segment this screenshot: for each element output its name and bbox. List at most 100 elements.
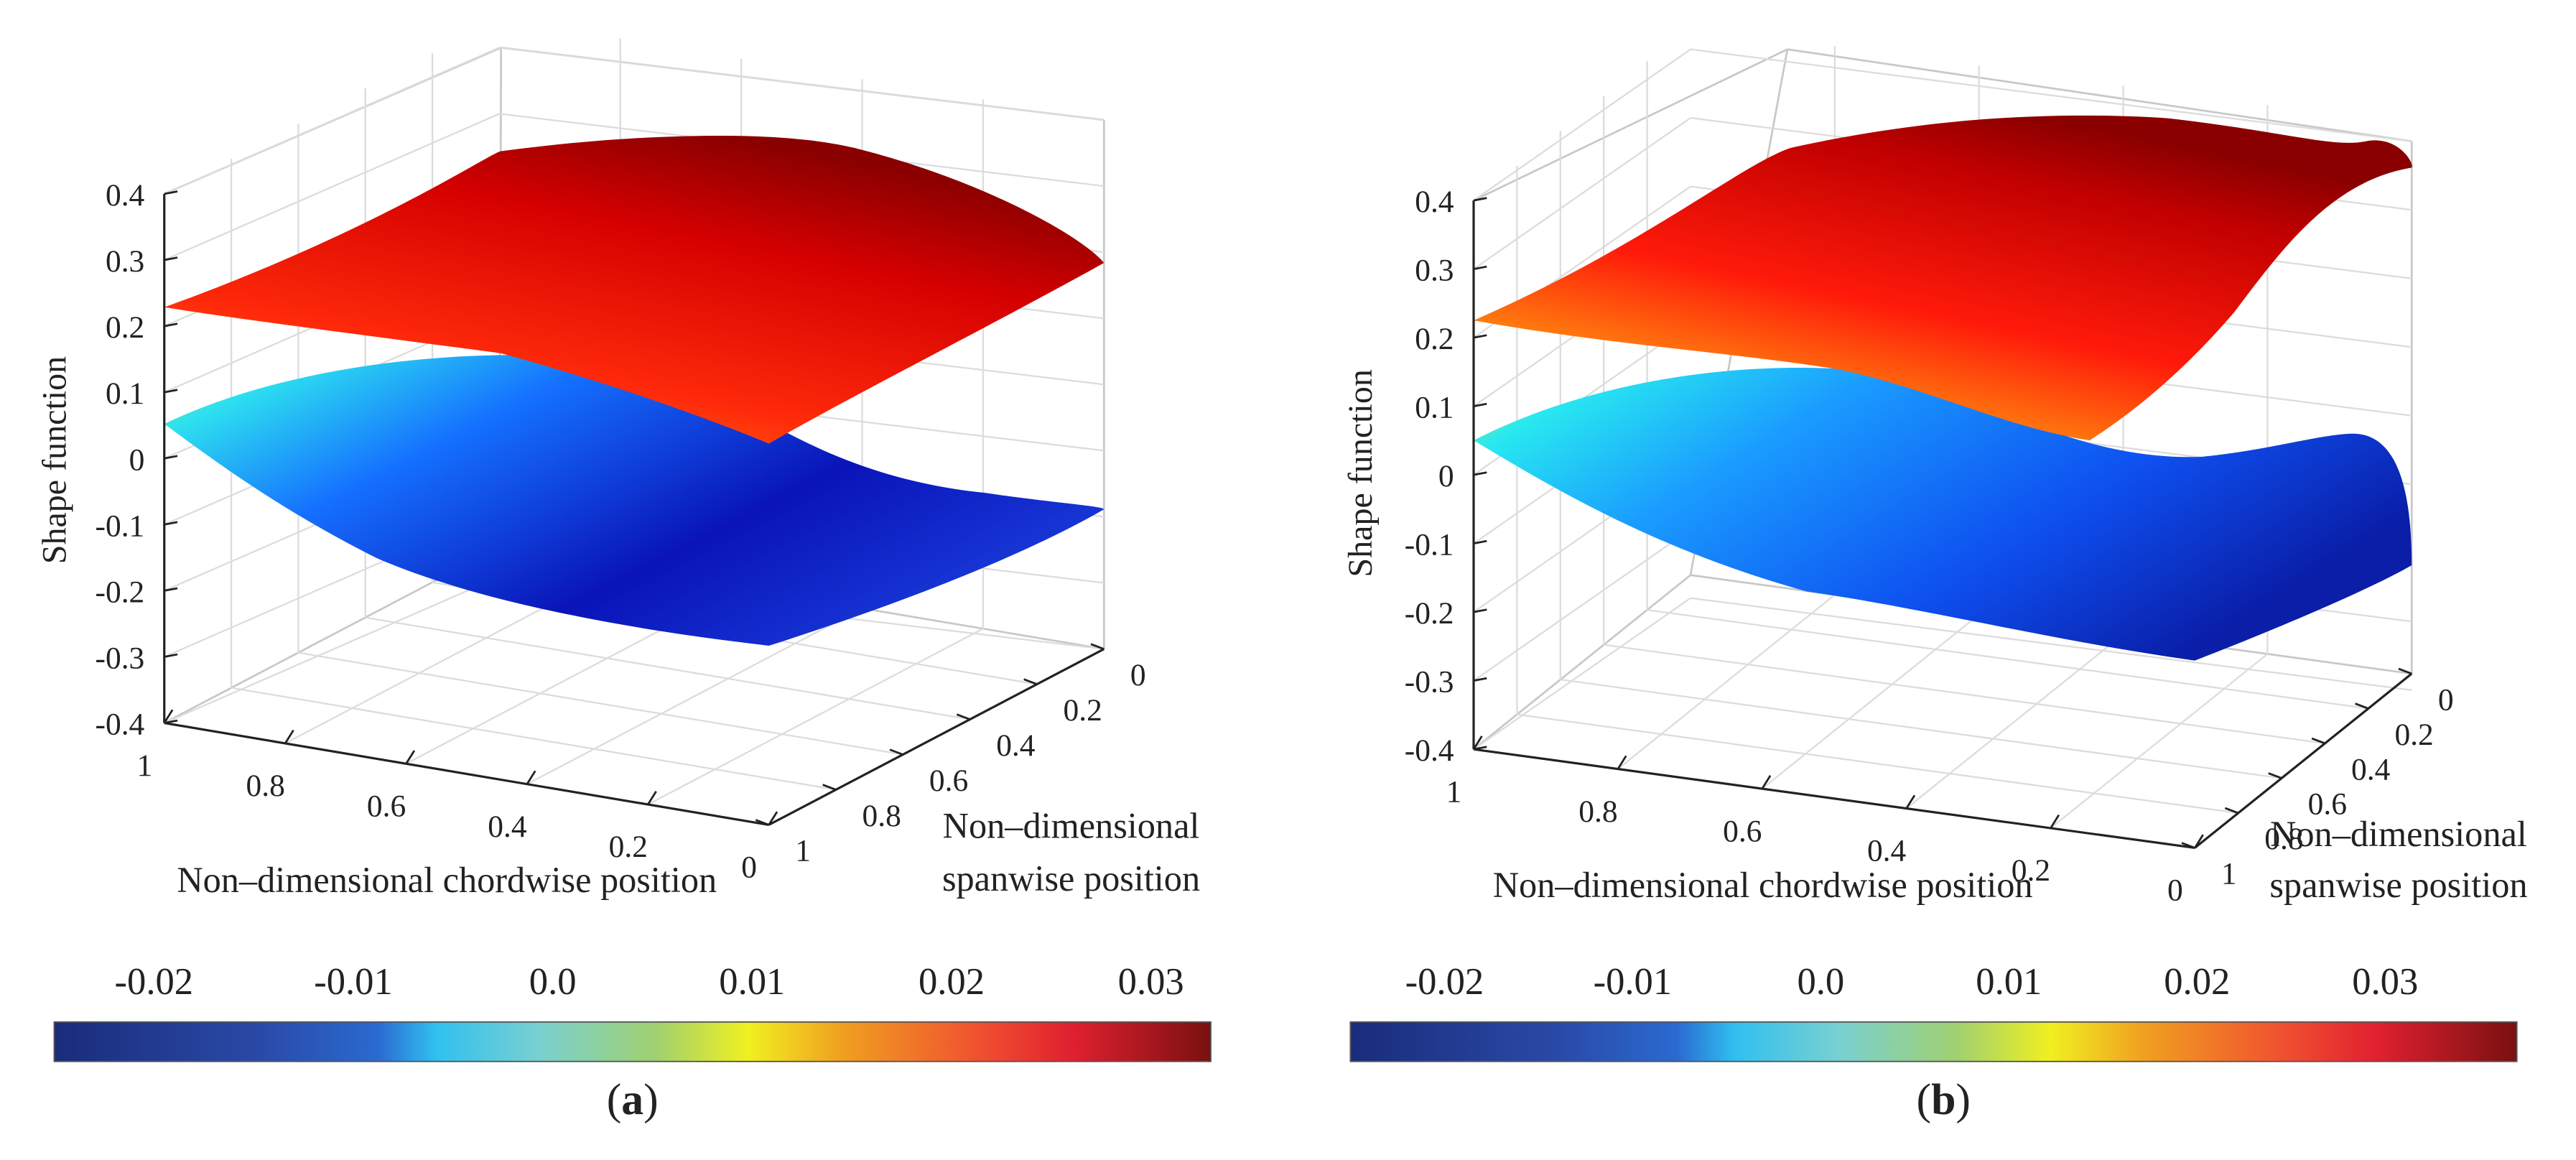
colorbar-tick-label: 0.01 [719, 961, 785, 1003]
x-tick [163, 709, 174, 724]
z-tick-label: 0.4 [1415, 185, 1454, 219]
z-tick-label: 0 [129, 442, 145, 477]
axes: 0.40.30.20.10-0.1-0.2-0.3-0.410.80.60.40… [1405, 185, 2454, 908]
z-tick-label: 0 [1438, 459, 1454, 493]
x-tick [405, 750, 416, 765]
z-tick [1473, 539, 1487, 544]
z-tick-label: -0.4 [96, 707, 145, 742]
y-tick [755, 819, 770, 826]
floor-gridline [298, 651, 903, 756]
z-tick-label: 0.1 [106, 376, 144, 411]
z-tick [164, 521, 178, 526]
x-tick-label: 0.8 [1578, 794, 1617, 829]
z-tick-label: 0.1 [1415, 391, 1454, 425]
z-gridline [164, 575, 500, 724]
floor-gridline [647, 628, 984, 806]
pane-edge [1787, 48, 2412, 143]
floor-gridline [1604, 644, 2325, 745]
y-tick-label: 1 [795, 834, 811, 868]
z-gridline [499, 47, 1105, 121]
panel-label: (b) [1917, 1075, 1971, 1124]
z-tick-label: -0.2 [96, 575, 145, 609]
y-tick-label: 0.4 [996, 728, 1036, 763]
z-tick-label: 0.2 [106, 310, 144, 345]
y-tick [956, 713, 971, 720]
z-tick [164, 323, 178, 328]
z-tick-label: 0.3 [106, 244, 144, 279]
z-gridline [1473, 597, 1691, 751]
panel-label: (a) [607, 1075, 659, 1124]
colorbar: -0.02 -0.01 0.0 0.01 0.02 0.03 [1349, 961, 2518, 1062]
colorbar-tick-label: -0.01 [1594, 961, 1673, 1003]
x-axis-line [164, 721, 769, 826]
colorbar: -0.02 -0.01 0.0 0.01 0.02 0.03 [53, 961, 1212, 1062]
z-tick-label: -0.2 [1405, 596, 1454, 631]
colorbar-tick-label: -0.01 [314, 961, 393, 1003]
floor-gridline [231, 687, 837, 791]
y-tick [889, 748, 903, 756]
y-axis-label: spanwise position [2269, 865, 2527, 905]
y-tick [822, 784, 837, 791]
z-tick [1473, 265, 1487, 270]
y-tick-label: 0.8 [2264, 822, 2303, 856]
x-tick [768, 811, 778, 826]
y-axis-label: Non–dimensional [943, 806, 1200, 846]
y-tick [2268, 772, 2282, 779]
x-tick-label: 1 [136, 748, 152, 783]
colorbar-tick-label: -0.02 [1405, 961, 1484, 1003]
z-tick-label: -0.1 [96, 509, 145, 543]
colorbar-tick-label: 0.01 [1976, 961, 2042, 1003]
floor-gridline [1517, 713, 2238, 815]
y-axis-label: spanwise position [942, 858, 1200, 899]
colorbar-gradient [53, 1021, 1212, 1062]
y-tick-label: 0.2 [2394, 718, 2433, 752]
y-tick-label: 0.2 [1064, 693, 1102, 728]
x-tick-label: 0.4 [1867, 834, 1907, 868]
panel-a: 0.4 0.3 0.2 0.1 0 -0.1 -0.2 -0.3 -0.4 1 0.8 0.6 0.4 0… [36, 38, 1212, 1124]
pane-edge [1473, 48, 1788, 202]
x-axis-line [1473, 748, 2195, 850]
x-tick-label: 0.2 [609, 830, 648, 864]
z-gridline [1473, 117, 1691, 270]
floor-gridline [365, 616, 970, 720]
colorbar-tick-label: 0.0 [529, 961, 577, 1003]
z-tick-label: -0.4 [1405, 733, 1454, 768]
z-tick [1473, 334, 1487, 339]
y-tick-label: 0 [1130, 658, 1146, 692]
surface-lower [164, 355, 1105, 646]
floor-gridline [1560, 679, 2282, 779]
colorbar-tick-label: 0.02 [919, 961, 985, 1003]
z-tick-label: 0.3 [1415, 254, 1454, 288]
colorbar-tick-label: 0.02 [2164, 961, 2230, 1003]
z-axis-label: Shape function [1342, 369, 1380, 577]
x-tick [284, 729, 294, 744]
z-tick [1473, 608, 1487, 613]
x-tick-label: 1 [1446, 774, 1462, 809]
x-tick-label: 0 [2167, 873, 2183, 908]
colorbar-tick-label: -0.02 [115, 961, 194, 1003]
z-tick [1473, 746, 1487, 751]
colorbar-gradient [1349, 1021, 2518, 1062]
x-tick [1905, 794, 1916, 809]
x-tick [1617, 755, 1627, 770]
x-tick [647, 790, 657, 805]
x-tick [1761, 775, 1772, 789]
z-gridline [1473, 529, 1691, 682]
colorbar-tick-label: 0.0 [1797, 961, 1844, 1003]
z-tick [164, 719, 178, 724]
x-axis-label: Non–dimensional chordwise position [1493, 865, 2033, 905]
y-tick [2181, 842, 2195, 849]
y-tick-label: 0.4 [2351, 752, 2391, 787]
floor-gridline [1617, 594, 1836, 770]
y-axis-line [768, 648, 1105, 826]
y-tick [1090, 643, 1105, 650]
y-tick-label: 0.6 [2308, 787, 2347, 822]
z-tick [1473, 402, 1487, 407]
x-axis-label: Non–dimensional chordwise position [177, 860, 717, 900]
z-tick-label: -0.3 [96, 641, 145, 675]
x-tick [1472, 736, 1483, 750]
z-tick-label: -0.3 [1405, 665, 1454, 700]
z-tick [164, 256, 178, 261]
